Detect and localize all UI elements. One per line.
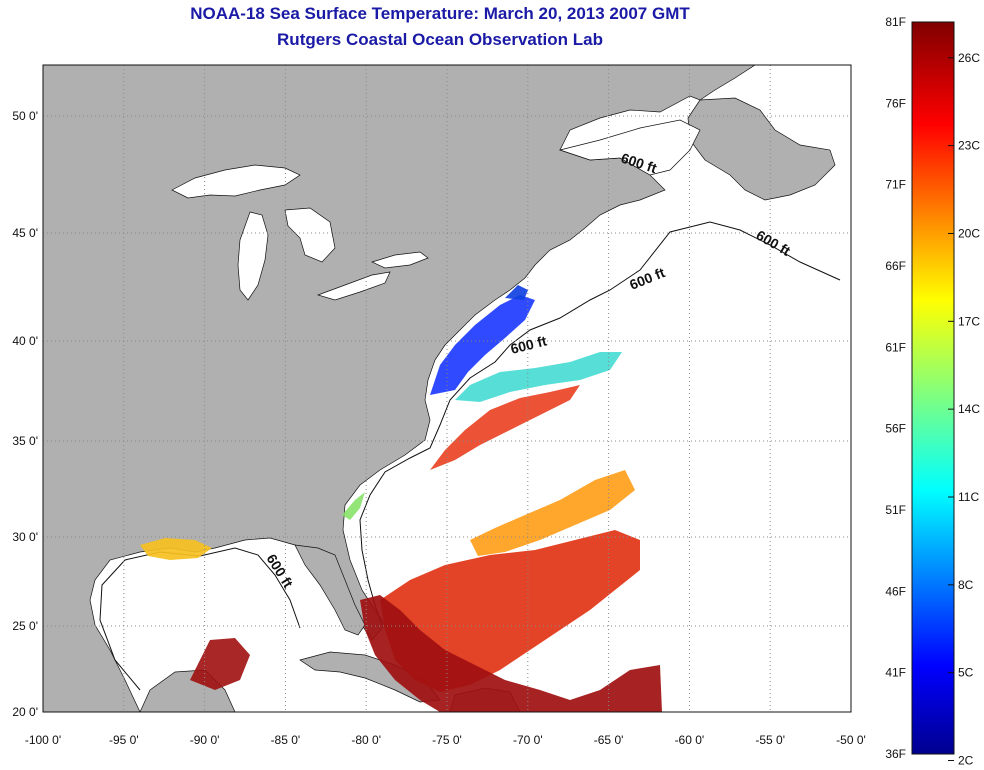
gulf-st-lawrence [558, 119, 701, 176]
lake-erie [316, 271, 391, 301]
sst-warm-mid [470, 470, 635, 556]
isobath-600ft [359, 221, 841, 626]
sst-data-layer [140, 285, 662, 712]
lake-huron [284, 207, 336, 263]
longitude-axis: -100 0' -95 0' -90 0' -85 0' -80 0' -75 0' -70… [25, 733, 866, 747]
latitude-tick-label: 30 0' [12, 530, 38, 544]
lake-ontario [371, 251, 429, 269]
sst-tropical [360, 595, 662, 712]
colorbar-f-label: 51F [885, 503, 906, 517]
map-subtitle: Rutgers Coastal Ocean Observation Lab [277, 30, 603, 49]
colorbar-c-label: 26C [958, 51, 980, 65]
longitude-tick-label: -85 0' [271, 733, 301, 747]
colorbar-f-label: 66F [885, 259, 906, 273]
map-frame [42, 64, 852, 713]
longitude-tick-label: -55 0' [755, 733, 785, 747]
graticule [43, 65, 851, 712]
longitude-tick-label: -100 0' [25, 733, 61, 747]
colorbar-c-label: 23C [958, 139, 980, 153]
colorbar-fahrenheit-labels: 81F 76F 71F 66F 61F 56F 51F 46F 41F 36F [885, 15, 906, 761]
colorbar-c-label: 20C [958, 226, 980, 240]
colorbar-f-label: 46F [885, 584, 906, 598]
sst-gulfstream [430, 385, 580, 470]
longitude-tick-label: -65 0' [594, 733, 624, 747]
colorbar-f-label: 61F [885, 340, 906, 354]
sst-cold-gom [505, 285, 528, 300]
land-florida [294, 544, 366, 636]
colorbar-c-label: 8C [958, 578, 974, 592]
longitude-tick-label: -50 0' [836, 733, 866, 747]
sst-gulf-coast-warm [140, 538, 212, 560]
sst-cold-shelf [430, 295, 535, 395]
latitude-tick-label: 25 0' [12, 619, 38, 633]
lake-superior [171, 164, 301, 199]
colorbar [911, 21, 955, 755]
latitude-tick-label: 45 0' [12, 226, 38, 240]
sst-carolina-band [342, 492, 365, 520]
colorbar-c-label: 14C [958, 402, 980, 416]
longitude-tick-label: -60 0' [675, 733, 705, 747]
colorbar-f-label: 81F [885, 15, 906, 29]
sst-cool-band [455, 352, 622, 402]
latitude-tick-label: 35 0' [12, 434, 38, 448]
colorbar-f-label: 76F [885, 96, 906, 110]
longitude-tick-label: -95 0' [109, 733, 139, 747]
land-newfoundland [687, 97, 836, 201]
colorbar-celsius-labels: 26C 23C 20C 17C 14C 11C 8C 5C 2C [948, 51, 980, 768]
colorbar-f-label: 41F [885, 666, 906, 680]
colorbar-f-label: 71F [885, 178, 906, 192]
colorbar-c-label: 11C [958, 490, 979, 504]
longitude-tick-label: -80 0' [351, 733, 381, 747]
longitude-tick-label: -90 0' [190, 733, 220, 747]
map-title: NOAA-18 Sea Surface Temperature: March 2… [190, 4, 690, 23]
colorbar-c-label: 2C [958, 754, 974, 768]
colorbar-c-label: 5C [958, 666, 974, 680]
colorbar-f-label: 56F [885, 422, 906, 436]
latitude-axis: 50 0' 45 0' 40 0' 35 0' 30 0' 25 0' 20 0' [12, 109, 38, 719]
longitude-tick-label: -75 0' [432, 733, 462, 747]
longitude-tick-label: -70 0' [513, 733, 543, 747]
colorbar-c-label: 17C [958, 314, 980, 328]
latitude-tick-label: 40 0' [12, 334, 38, 348]
latitude-tick-label: 20 0' [12, 705, 38, 719]
colorbar-f-label: 36F [885, 747, 906, 761]
latitude-tick-label: 50 0' [12, 109, 38, 123]
lake-michigan [237, 211, 269, 301]
